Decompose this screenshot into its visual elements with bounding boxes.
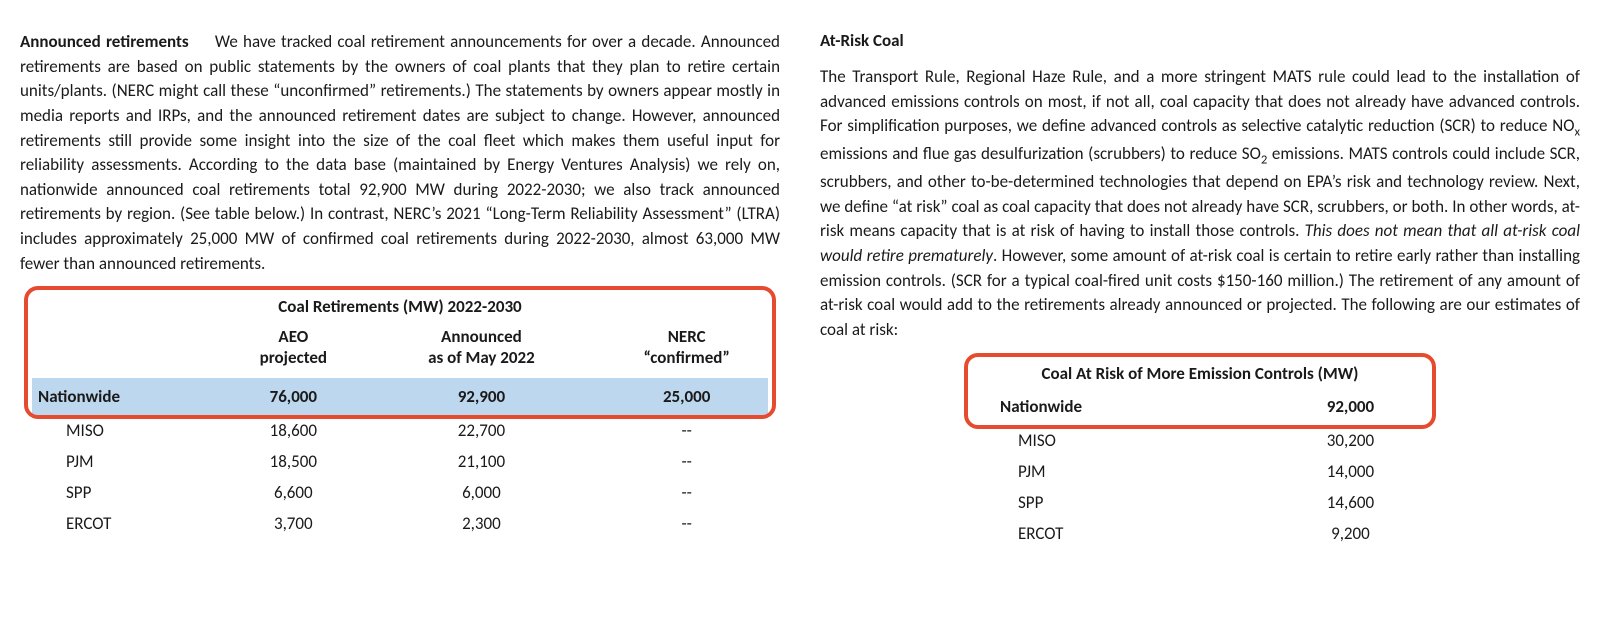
announced-retirements-text: We have tracked coal retirement announce… [20, 31, 780, 274]
col-nerc: NERC “confirmed” [593, 321, 780, 378]
coal-at-risk-table-wrap: Coal At Risk of More Emission Controls (… [970, 357, 1430, 549]
col-aeo: AEO projected [217, 321, 369, 378]
coal-at-risk-table: Coal At Risk of More Emission Controls (… [970, 357, 1430, 549]
coal-retirements-table: Coal Retirements (MW) 2022-2030 AEO proj… [20, 290, 780, 539]
at-risk-paragraph: The Transport Rule, Regional Haze Rule, … [820, 65, 1580, 343]
row-ercot: ERCOT 3,700 2,300 -- [20, 508, 780, 539]
row-miso: MISO 30,200 [970, 425, 1430, 456]
row-spp: SPP 6,600 6,000 -- [20, 477, 780, 508]
row-pjm: PJM 14,000 [970, 456, 1430, 487]
row-pjm: PJM 18,500 21,100 -- [20, 446, 780, 477]
row-nationwide: Nationwide 76,000 92,900 25,000 [20, 378, 780, 415]
coal-retirements-title: Coal Retirements (MW) 2022-2030 [20, 290, 780, 321]
col-announced: Announced as of May 2022 [369, 321, 593, 378]
coal-retirements-table-wrap: Coal Retirements (MW) 2022-2030 AEO proj… [20, 290, 780, 539]
left-column: Announced retirements We have tracked co… [20, 30, 780, 549]
at-risk-heading: At-Risk Coal [820, 30, 1580, 51]
coal-at-risk-title: Coal At Risk of More Emission Controls (… [970, 357, 1430, 388]
row-spp: SPP 14,600 [970, 487, 1430, 518]
row-nationwide: Nationwide 92,000 [970, 388, 1430, 425]
row-miso: MISO 18,600 22,700 -- [20, 415, 780, 446]
row-ercot: ERCOT 9,200 [970, 518, 1430, 549]
right-column: At-Risk Coal The Transport Rule, Regiona… [820, 30, 1580, 549]
announced-retirements-paragraph: Announced retirements We have tracked co… [20, 30, 780, 276]
announced-retirements-runin: Announced retirements [20, 31, 189, 52]
